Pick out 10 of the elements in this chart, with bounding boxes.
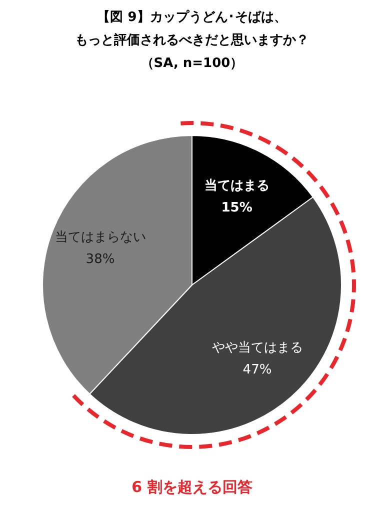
data-label: 38% (86, 252, 115, 268)
data-label: 47% (242, 362, 272, 378)
slice-label: 当てはまらない (54, 230, 146, 246)
data-label: 15% (221, 200, 252, 216)
slice-label: 当てはまる (204, 178, 270, 194)
slice-label: やや当てはまる (212, 340, 303, 356)
text: （SA, n=100） (140, 55, 244, 73)
chart-subtitle: もっと評価されるべきだと思いますか？ (74, 32, 310, 50)
chart-title: 【図 9】カップうどん･そばは、 (96, 8, 288, 27)
text: 6 割を超える回答 (130, 478, 254, 497)
